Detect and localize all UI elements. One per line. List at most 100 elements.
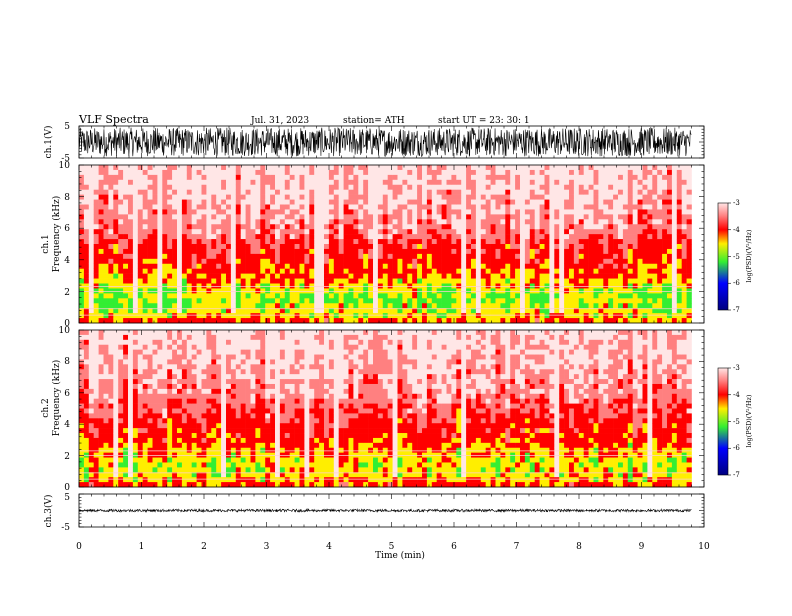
spectrogram-cell	[128, 298, 133, 303]
spectrogram-cell	[270, 209, 275, 214]
spectrogram-cell	[197, 165, 202, 170]
spectrogram-cell	[608, 175, 613, 180]
spectrogram-cell	[275, 279, 280, 284]
spectrogram-cell	[407, 209, 412, 214]
spectrogram-cell	[545, 318, 550, 323]
spectrogram-cell	[334, 303, 339, 308]
spectrogram-cell	[545, 224, 550, 229]
spectrogram-cell	[594, 209, 599, 214]
spectrogram-cell	[486, 200, 491, 205]
spectrogram-cell	[104, 180, 109, 185]
spectrogram-cell	[182, 259, 187, 264]
spectrogram-cell	[398, 224, 403, 229]
spectrogram-cell	[407, 165, 412, 170]
spectrogram-cell	[407, 190, 412, 195]
spectrogram-cell	[417, 234, 422, 239]
spectrogram-cell	[662, 219, 667, 224]
spectrogram-cell	[94, 175, 99, 180]
spectrogram-cell	[275, 298, 280, 303]
spectrogram-cell	[549, 224, 554, 229]
spectrogram-cell	[84, 234, 89, 239]
spectrogram-cell	[643, 318, 648, 323]
spectrogram-cell	[471, 205, 476, 210]
spectrogram-cell	[476, 205, 481, 210]
spectrogram-cell	[314, 259, 319, 264]
spectrogram-cell	[554, 165, 559, 170]
spectrogram-cell	[398, 190, 403, 195]
spectrogram-cell	[334, 244, 339, 249]
spectrogram-cell	[608, 239, 613, 244]
spectrogram-cell	[481, 175, 486, 180]
spectrogram-cell	[579, 254, 584, 259]
spectrogram-cell	[128, 214, 133, 219]
spectrogram-cell	[304, 224, 309, 229]
spectrogram-cell	[353, 274, 358, 279]
spectrogram-cell	[255, 219, 260, 224]
spectrogram-cell	[603, 293, 608, 298]
spectrogram-cell	[525, 284, 530, 289]
spectrogram-cell	[422, 259, 427, 264]
spectrogram-cell	[177, 428, 182, 433]
spectrogram-cell	[221, 185, 226, 190]
spectrogram-cell	[108, 345, 113, 350]
spectrogram-cell	[422, 293, 427, 298]
spectrogram-cell	[89, 399, 94, 404]
spectrogram-cell	[84, 209, 89, 214]
spectrogram-cell	[290, 165, 295, 170]
spectrogram-cell	[554, 284, 559, 289]
spectrogram-cell	[491, 175, 496, 180]
spectrogram-cell	[613, 244, 618, 249]
spectrogram-cell	[559, 269, 564, 274]
spectrogram-cell	[525, 224, 530, 229]
spectrogram-cell	[285, 195, 290, 200]
spectrogram-cell	[206, 239, 211, 244]
spectrogram-cell	[172, 467, 177, 472]
spectrogram-cell	[442, 244, 447, 249]
spectrogram-cell	[496, 239, 501, 244]
spectrogram-cell	[393, 205, 398, 210]
spectrogram-cell	[407, 274, 412, 279]
spectrogram-cell	[432, 234, 437, 239]
spectrogram-cell	[598, 244, 603, 249]
spectrogram-cell	[456, 244, 461, 249]
spectrogram-cell	[594, 190, 599, 195]
spectrogram-cell	[148, 374, 153, 379]
spectrogram-cell	[652, 205, 657, 210]
spectrogram-cell	[461, 170, 466, 175]
spectrogram-cell	[172, 264, 177, 269]
spectrogram-cell	[113, 264, 118, 269]
spectrogram-cell	[177, 330, 182, 335]
spectrogram-cell	[633, 214, 638, 219]
spectrogram-cell	[388, 279, 393, 284]
spectrogram-cell	[393, 180, 398, 185]
spectrogram-cell	[559, 170, 564, 175]
spectrogram-cell	[667, 274, 672, 279]
spectrogram-cell	[594, 200, 599, 205]
spectrogram-cell	[108, 195, 113, 200]
spectrogram-cell	[177, 477, 182, 482]
spectrogram-cell	[167, 423, 172, 428]
spectrogram-cell	[520, 214, 525, 219]
spectrogram-cell	[167, 418, 172, 423]
spectrogram-cell	[623, 214, 628, 219]
spectrogram-cell	[623, 165, 628, 170]
spectrogram-cell	[211, 249, 216, 254]
spectrogram-cell	[589, 239, 594, 244]
spectrogram-cell	[486, 269, 491, 274]
spectrogram-cell	[329, 274, 334, 279]
spectrogram-cell	[157, 443, 162, 448]
spectrogram-cell	[153, 379, 158, 384]
spectrogram-cell	[260, 318, 265, 323]
spectrogram-cell	[104, 477, 109, 482]
spectrogram-cell	[167, 195, 172, 200]
spectrogram-cell	[99, 355, 104, 360]
spectrogram-cell	[295, 200, 300, 205]
spectrogram-cell	[594, 264, 599, 269]
spectrogram-cell	[412, 209, 417, 214]
spectrogram-cell	[373, 303, 378, 308]
ch1-freq-tick-8: 8	[64, 193, 70, 203]
spectrogram-cell	[99, 384, 104, 389]
spectrogram-cell	[192, 259, 197, 264]
spectrogram-cell	[157, 369, 162, 374]
spectrogram-cell	[138, 443, 143, 448]
